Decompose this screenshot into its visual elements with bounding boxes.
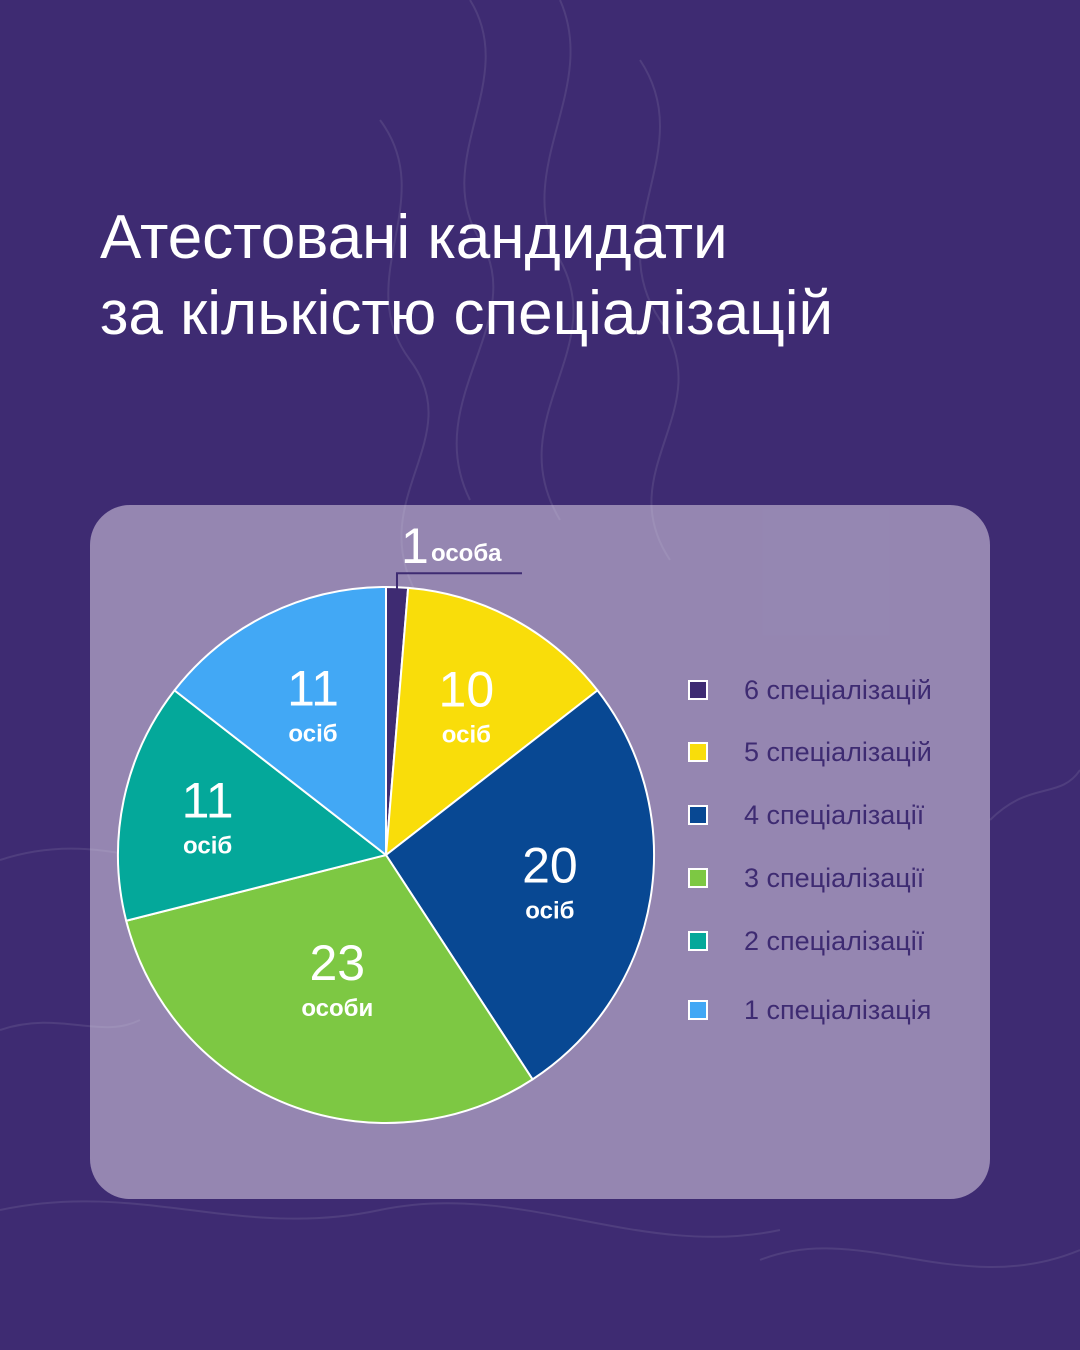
legend-item-3: 3 спеціалізації [688, 860, 924, 896]
legend-label: 1 спеціалізація [744, 994, 932, 1025]
legend-swatch [688, 1000, 708, 1020]
legend-swatch [688, 931, 708, 951]
pie-slice-1 [173, 586, 387, 856]
legend-label: 4 спеціалізації [744, 799, 925, 830]
legend-swatch [688, 680, 708, 700]
slice-unit-label-2: осіб [183, 833, 232, 860]
legend-swatch [688, 805, 708, 825]
legend-item-6: 6 спеціалізацій [688, 672, 932, 708]
slice-value-label-4: 20 [522, 837, 578, 893]
pie-slice-3 [125, 854, 534, 1124]
legend-item-5: 5 спеціалізацій [688, 734, 932, 770]
slice-unit-label-4: осіб [525, 897, 574, 924]
legend-label: 3 спеціалізації [744, 862, 925, 893]
slice-value-label-3: 23 [309, 935, 365, 991]
title-line-1: Атестовані кандидати [100, 203, 728, 272]
legend-swatch [688, 742, 708, 762]
slice-value-label-6: 1 [401, 518, 429, 574]
page-title: Атестовані кандидати за кількістю спеціа… [100, 200, 1000, 352]
legend-item-2: 2 спеціалізації [688, 923, 924, 959]
legend-label: 6 спеціалізацій [744, 674, 932, 705]
legend-label: 5 спеціалізацій [744, 736, 932, 767]
slice-unit-label-6: особа [431, 540, 502, 567]
slice-unit-label-3: особи [301, 995, 373, 1022]
slice-unit-label-1: осіб [288, 721, 337, 748]
slice-value-label-1: 11 [287, 661, 339, 717]
pie-slice-5 [385, 586, 599, 856]
pie-slice-4 [385, 689, 655, 1081]
slice-unit-label-5: осіб [442, 722, 491, 749]
legend-swatch [688, 868, 708, 888]
title-line-2: за кількістю спеціалізацій [100, 279, 834, 348]
legend-item-4: 4 спеціалізації [688, 797, 924, 833]
slice-value-label-2: 11 [182, 773, 234, 829]
legend-item-1: 1 спеціалізація [688, 992, 931, 1028]
slice-value-label-5: 10 [439, 662, 495, 718]
legend-label: 2 спеціалізації [744, 925, 925, 956]
slice-6-leader-line [395, 572, 522, 590]
pie-slice-2 [117, 689, 387, 922]
